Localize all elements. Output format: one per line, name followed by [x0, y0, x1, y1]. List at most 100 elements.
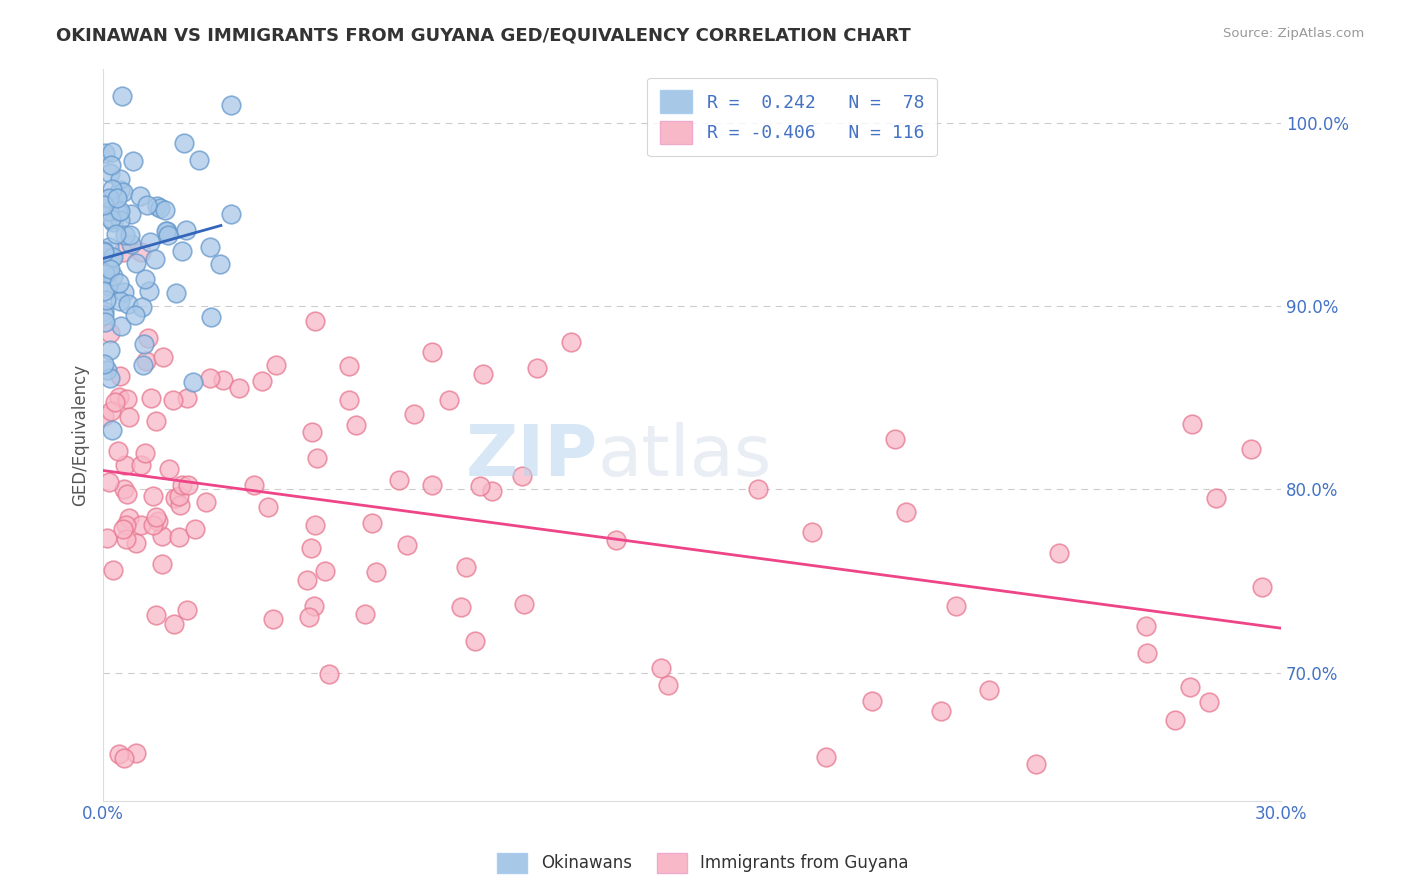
Point	[115, 532, 138, 546]
Point	[132, 358, 155, 372]
Point	[100, 423, 122, 437]
Point	[124, 535, 146, 549]
Point	[98, 190, 121, 204]
Point	[162, 392, 184, 407]
Point	[107, 444, 129, 458]
Point	[120, 237, 142, 252]
Point	[115, 487, 138, 501]
Point	[450, 600, 472, 615]
Point	[188, 153, 211, 167]
Point	[93, 308, 115, 322]
Point	[304, 313, 326, 327]
Point	[145, 510, 167, 524]
Point	[134, 446, 156, 460]
Point	[1025, 757, 1047, 772]
Point	[1135, 619, 1157, 633]
Point	[149, 201, 172, 215]
Point	[1178, 680, 1201, 694]
Point	[298, 610, 321, 624]
Point	[243, 478, 266, 492]
Point	[929, 704, 952, 718]
Legend: Okinawans, Immigrants from Guyana: Okinawans, Immigrants from Guyana	[491, 847, 915, 880]
Point	[1198, 694, 1220, 708]
Point	[122, 153, 145, 168]
Point	[96, 192, 118, 206]
Point	[299, 541, 322, 555]
Point	[200, 310, 222, 324]
Point	[200, 371, 222, 385]
Point	[314, 564, 336, 578]
Point	[262, 612, 284, 626]
Point	[404, 407, 426, 421]
Point	[1240, 442, 1263, 456]
Point	[118, 511, 141, 525]
Point	[366, 566, 388, 580]
Point	[1136, 647, 1159, 661]
Point	[111, 89, 134, 103]
Point	[111, 244, 134, 259]
Point	[118, 410, 141, 425]
Point	[194, 495, 217, 509]
Point	[800, 524, 823, 539]
Point	[157, 462, 180, 476]
Y-axis label: GED/Equivalency: GED/Equivalency	[72, 364, 89, 506]
Point	[167, 530, 190, 544]
Point	[470, 478, 492, 492]
Point	[146, 514, 169, 528]
Point	[93, 304, 115, 318]
Point	[136, 198, 159, 212]
Point	[108, 183, 131, 197]
Point	[93, 245, 115, 260]
Point	[98, 166, 121, 180]
Point	[297, 573, 319, 587]
Point	[129, 244, 152, 259]
Point	[110, 318, 132, 333]
Point	[117, 296, 139, 310]
Point	[169, 489, 191, 503]
Point	[97, 475, 120, 489]
Point	[896, 506, 918, 520]
Point	[153, 203, 176, 218]
Point	[439, 392, 461, 407]
Point	[107, 747, 129, 761]
Point	[141, 391, 163, 405]
Point	[125, 746, 148, 760]
Point	[181, 375, 204, 389]
Point	[228, 382, 250, 396]
Point	[129, 189, 152, 203]
Point	[165, 491, 187, 506]
Point	[112, 185, 135, 199]
Point	[304, 518, 326, 533]
Point	[142, 517, 165, 532]
Point	[134, 272, 156, 286]
Point	[108, 390, 131, 404]
Point	[115, 392, 138, 406]
Point	[134, 336, 156, 351]
Point	[318, 667, 340, 681]
Point	[129, 518, 152, 533]
Point	[101, 250, 124, 264]
Point	[307, 450, 329, 465]
Point	[114, 227, 136, 242]
Point	[114, 458, 136, 472]
Point	[513, 597, 536, 611]
Point	[112, 482, 135, 496]
Point	[170, 244, 193, 259]
Point	[94, 267, 117, 281]
Point	[108, 171, 131, 186]
Point	[212, 373, 235, 387]
Point	[177, 478, 200, 492]
Point	[120, 207, 142, 221]
Point	[114, 285, 136, 299]
Point	[1164, 713, 1187, 727]
Point	[815, 749, 838, 764]
Point	[173, 136, 195, 150]
Point	[1181, 417, 1204, 431]
Point	[150, 557, 173, 571]
Point	[156, 227, 179, 242]
Point	[156, 224, 179, 238]
Point	[1251, 580, 1274, 594]
Point	[111, 522, 134, 536]
Point	[98, 326, 121, 341]
Legend: R =  0.242   N =  78, R = -0.406   N = 116: R = 0.242 N = 78, R = -0.406 N = 116	[647, 78, 936, 156]
